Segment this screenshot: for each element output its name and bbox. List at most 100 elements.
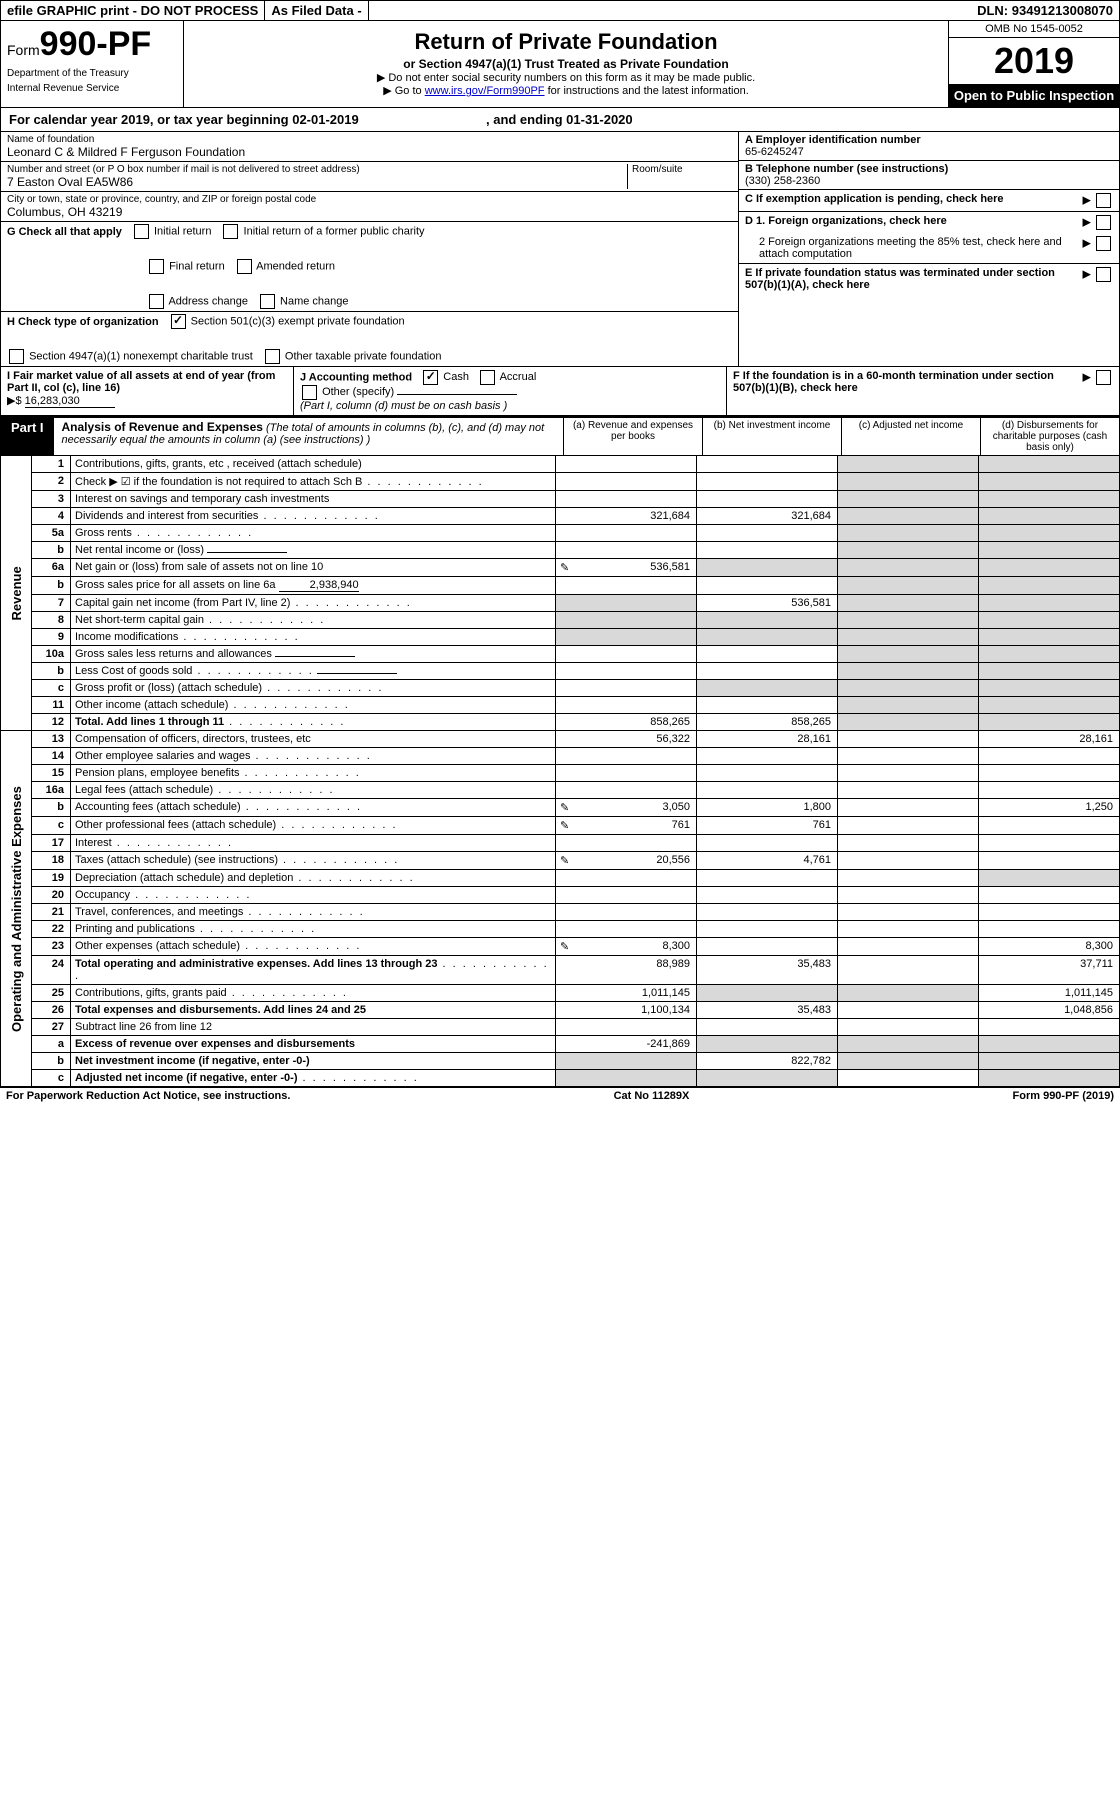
amt-b (697, 782, 838, 799)
row-number: 5a (32, 525, 71, 542)
amt-c (838, 1002, 979, 1019)
ein-value: 65-6245247 (745, 146, 1113, 158)
row-desc: Check ▶ ☑ if the foundation is not requi… (71, 473, 556, 491)
j-label: J Accounting method (300, 371, 412, 383)
g-opt-final[interactable]: Final return (147, 259, 225, 274)
row-desc: Other employee salaries and wages (71, 748, 556, 765)
amt-d (979, 1019, 1120, 1036)
amt-b: 35,483 (697, 1002, 838, 1019)
amt-d (979, 595, 1120, 612)
c-checkbox[interactable]: ▶ (1082, 193, 1113, 208)
h-label: H Check type of organization (7, 316, 159, 328)
amt-d (979, 680, 1120, 697)
table-row: 4Dividends and interest from securities3… (1, 508, 1120, 525)
col-c-head: (c) Adjusted net income (841, 418, 980, 455)
amt-a (556, 525, 697, 542)
table-row: 19Depreciation (attach schedule) and dep… (1, 870, 1120, 887)
row-number: 21 (32, 904, 71, 921)
h-opt-other[interactable]: Other taxable private foundation (263, 349, 442, 364)
note2-post: for instructions and the latest informat… (545, 85, 749, 97)
calyear-begin: For calendar year 2019, or tax year begi… (9, 112, 359, 127)
amt-d (979, 491, 1120, 508)
addr-label: Number and street (or P O box number if … (7, 164, 627, 175)
row-number: 17 (32, 835, 71, 852)
amt-a (556, 473, 697, 491)
table-row: bAccounting fees (attach schedule)✎3,050… (1, 799, 1120, 817)
row-desc: Contributions, gifts, grants, etc , rece… (71, 456, 556, 473)
part1-title: Analysis of Revenue and Expenses (62, 420, 263, 434)
amt-d (979, 765, 1120, 782)
amt-d (979, 697, 1120, 714)
row-desc: Depreciation (attach schedule) and deple… (71, 870, 556, 887)
amt-a (556, 680, 697, 697)
phone-label: B Telephone number (see instructions) (745, 163, 948, 175)
amt-a (556, 782, 697, 799)
g-opt-amended[interactable]: Amended return (235, 259, 335, 274)
h-opt-4947[interactable]: Section 4947(a)(1) nonexempt charitable … (7, 349, 253, 364)
header-mid: Return of Private Foundation or Section … (184, 21, 948, 107)
amt-d (979, 748, 1120, 765)
amt-c (838, 887, 979, 904)
d1-checkbox[interactable]: ▶ (1082, 215, 1113, 230)
tax-year: 2019 (949, 38, 1119, 84)
amt-b (697, 887, 838, 904)
amt-c (838, 629, 979, 646)
amt-c (838, 1070, 979, 1087)
d2-checkbox[interactable]: ▶ (1082, 236, 1113, 251)
amt-b: 321,684 (697, 508, 838, 525)
form-number: Form990-PF (7, 25, 177, 64)
amt-d: 8,300 (979, 938, 1120, 956)
part1-table: Revenue1Contributions, gifts, grants, et… (0, 456, 1120, 1087)
amt-c (838, 1053, 979, 1070)
g-opt-address[interactable]: Address change (147, 294, 248, 309)
amt-b (697, 938, 838, 956)
amt-d (979, 473, 1120, 491)
j-cash[interactable]: Cash (421, 371, 469, 383)
amt-c (838, 525, 979, 542)
row-number: 18 (32, 852, 71, 870)
j-accrual[interactable]: Accrual (478, 371, 536, 383)
amt-d (979, 629, 1120, 646)
amt-b (697, 835, 838, 852)
row-number: 7 (32, 595, 71, 612)
revenue-vlabel: Revenue (1, 456, 32, 731)
amt-c (838, 646, 979, 663)
table-row: bNet investment income (if negative, ent… (1, 1053, 1120, 1070)
amt-b (697, 577, 838, 595)
g-opt-initial[interactable]: Initial return (132, 224, 212, 239)
amt-a: ✎761 (556, 817, 697, 835)
table-row: 24Total operating and administrative exp… (1, 956, 1120, 985)
e-checkbox[interactable]: ▶ (1082, 267, 1113, 282)
amt-c (838, 852, 979, 870)
table-row: 16aLegal fees (attach schedule) (1, 782, 1120, 799)
table-row: 6aNet gain or (loss) from sale of assets… (1, 559, 1120, 577)
amt-d (979, 904, 1120, 921)
row-number: 11 (32, 697, 71, 714)
header-left: Form990-PF Department of the Treasury In… (1, 21, 184, 107)
h-opt-501c3[interactable]: Section 501(c)(3) exempt private foundat… (169, 314, 405, 329)
amt-b (697, 748, 838, 765)
g-opt-name[interactable]: Name change (258, 294, 349, 309)
room-label: Room/suite (632, 164, 732, 175)
amt-b (697, 663, 838, 680)
amt-c (838, 938, 979, 956)
amt-a: ✎20,556 (556, 852, 697, 870)
table-row: bLess Cost of goods sold (1, 663, 1120, 680)
row-desc: Occupancy (71, 887, 556, 904)
table-row: 2Check ▶ ☑ if the foundation is not requ… (1, 473, 1120, 491)
ein-cell: A Employer identification number 65-6245… (739, 132, 1119, 161)
table-row: 20Occupancy (1, 887, 1120, 904)
amt-c (838, 904, 979, 921)
irs-link[interactable]: www.irs.gov/Form990PF (425, 85, 545, 97)
g-opt-initial-former[interactable]: Initial return of a former public charit… (221, 224, 424, 239)
amt-c (838, 559, 979, 577)
amt-d (979, 508, 1120, 525)
j-note: (Part I, column (d) must be on cash basi… (300, 400, 507, 412)
table-row: 26Total expenses and disbursements. Add … (1, 1002, 1120, 1019)
f-checkbox[interactable]: ▶ (1082, 370, 1113, 394)
row-desc: Gross sales less returns and allowances (71, 646, 556, 663)
j-other[interactable]: Other (specify) (300, 386, 394, 398)
amt-b (697, 870, 838, 887)
section-i: I Fair market value of all assets at end… (1, 367, 294, 415)
amt-d: 28,161 (979, 731, 1120, 748)
